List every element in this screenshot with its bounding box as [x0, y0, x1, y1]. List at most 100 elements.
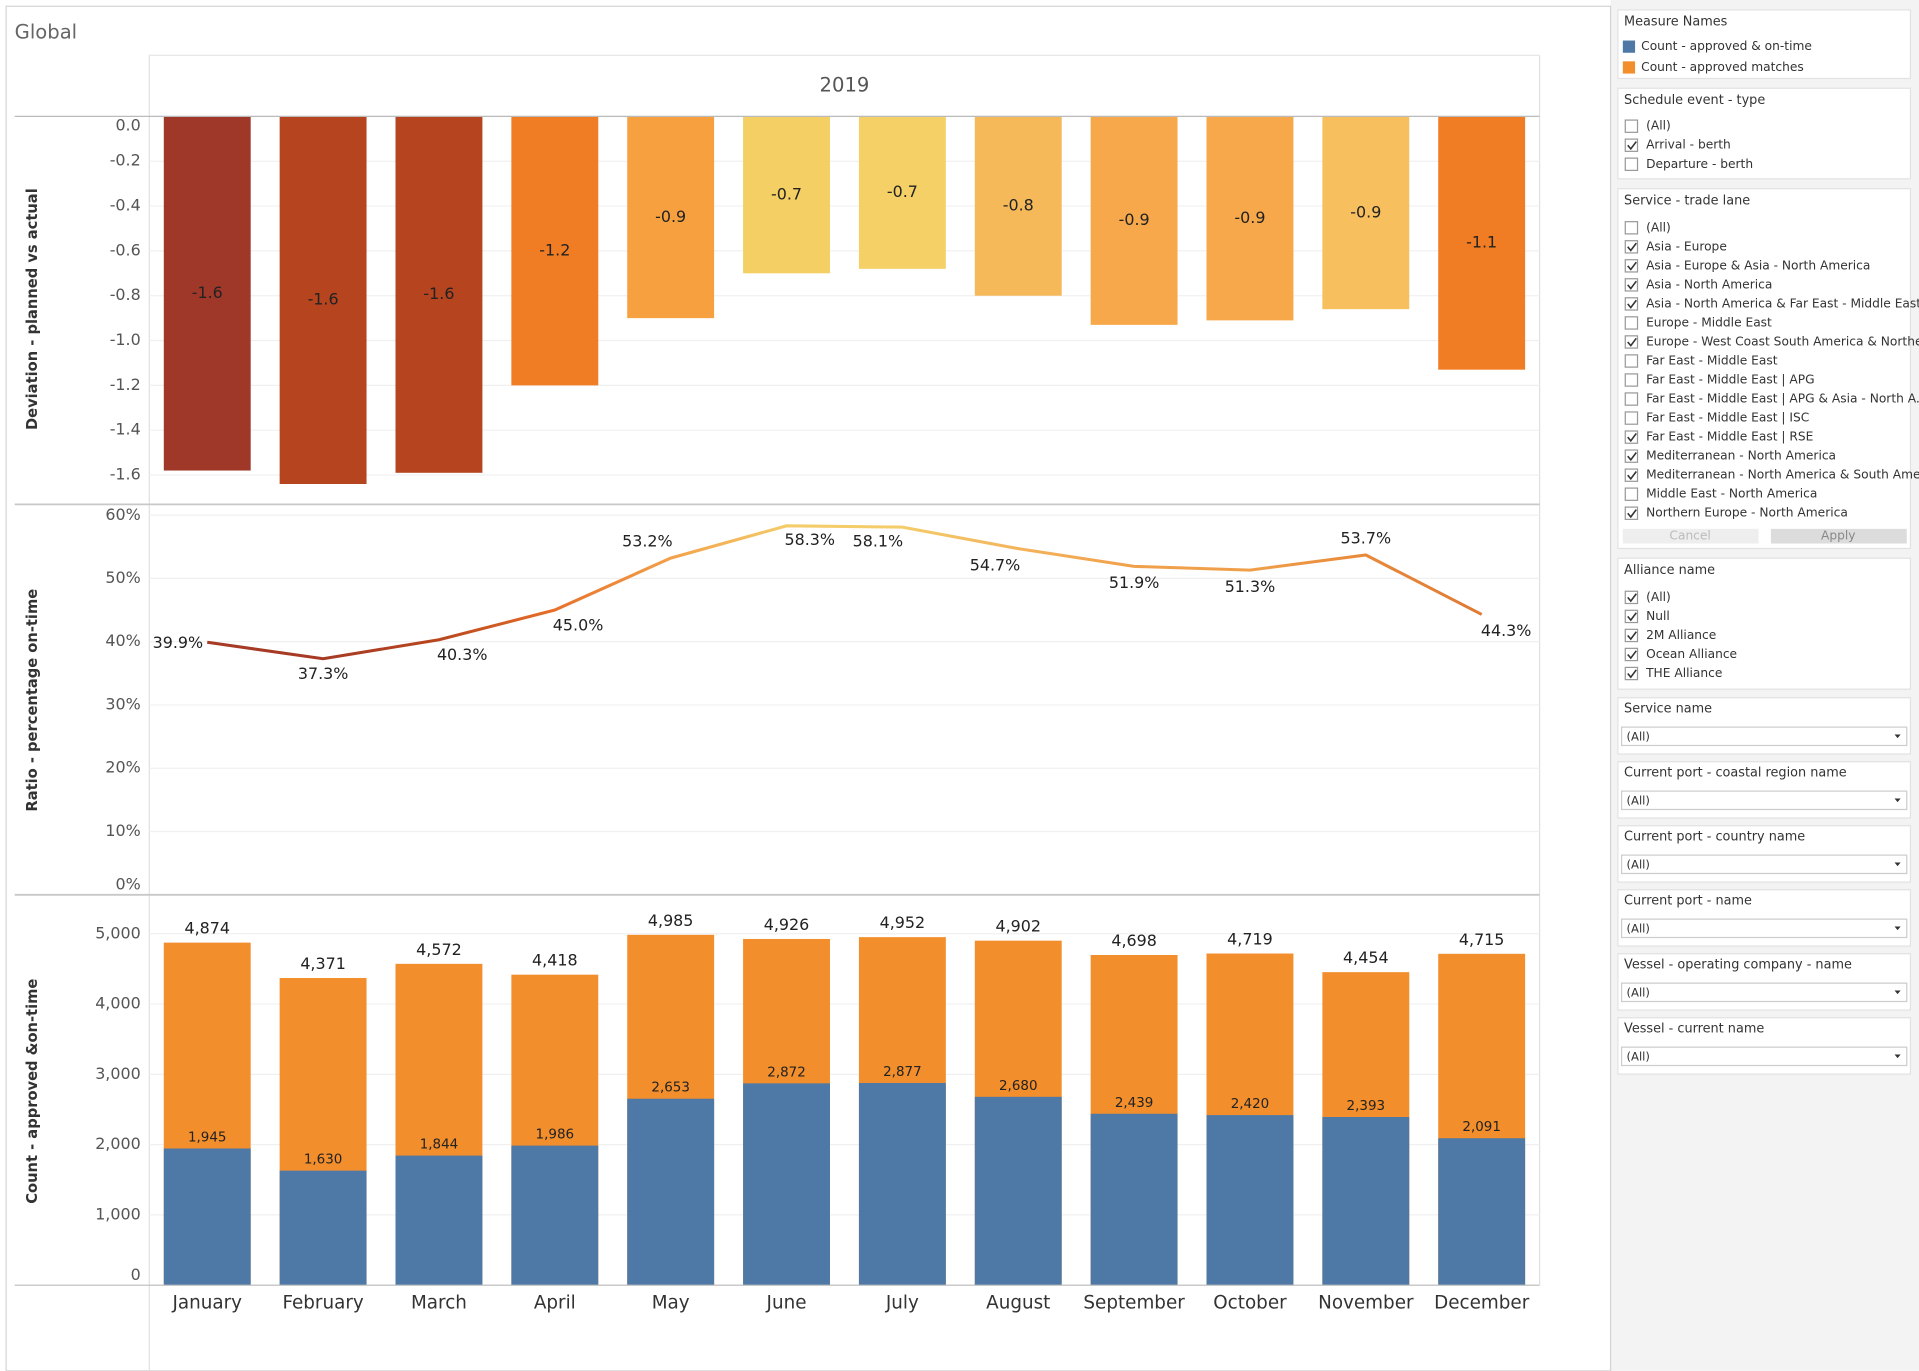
data-label: -0.9 — [655, 207, 686, 226]
bar — [163, 1148, 251, 1286]
checkbox[interactable] — [1624, 373, 1639, 387]
bar — [743, 1083, 830, 1286]
x-tick-label: May — [652, 1293, 690, 1314]
dropdown[interactable] — [1620, 726, 1908, 747]
y-tick-label: -1.2 — [110, 375, 141, 394]
filter-title: Measure Names — [1624, 15, 1728, 30]
checkbox[interactable] — [1624, 138, 1639, 152]
checkmark — [1627, 452, 1637, 462]
checkbox-label: Europe - West Coast South America & Nort… — [1646, 334, 1919, 348]
y-tick-label: 20% — [105, 758, 140, 777]
legend-swatch — [1622, 61, 1636, 74]
checkbox[interactable] — [1624, 278, 1639, 292]
checkbox[interactable] — [1624, 609, 1639, 624]
data-label: 4,719 — [1227, 930, 1273, 949]
data-label: 45.0% — [553, 615, 604, 634]
dropdown[interactable] — [1620, 982, 1908, 1003]
bar — [1322, 1117, 1410, 1286]
data-label: -1.2 — [539, 240, 570, 259]
bar — [974, 116, 1062, 296]
x-tick-label: April — [534, 1293, 576, 1314]
dropdown[interactable] — [1620, 854, 1908, 875]
data-label: -0.9 — [1119, 210, 1150, 229]
checkbox[interactable] — [1624, 335, 1639, 349]
checkbox[interactable] — [1624, 647, 1639, 662]
button-label: Apply — [1821, 529, 1856, 543]
checkbox[interactable] — [1624, 666, 1639, 681]
filter-card — [1617, 9, 1912, 80]
dropdown-value: (All) — [1626, 857, 1649, 871]
x-tick-label: December — [1434, 1293, 1530, 1314]
x-tick-label: February — [282, 1293, 363, 1314]
checkbox-label: Mediterranean - North America & South Am… — [1646, 468, 1919, 482]
checkbox[interactable] — [1624, 506, 1639, 520]
checkbox-label: (All) — [1646, 590, 1671, 604]
dropdown[interactable] — [1620, 790, 1908, 811]
y-tick-label: -0.2 — [110, 151, 141, 170]
button-label: Cancel — [1669, 529, 1710, 543]
dropdown-arrow — [1894, 798, 1901, 803]
dropdown[interactable] — [1620, 1046, 1908, 1067]
dropdown[interactable] — [1620, 918, 1908, 939]
bar — [1090, 116, 1178, 325]
checkbox[interactable] — [1624, 240, 1639, 254]
checkbox[interactable] — [1624, 354, 1639, 368]
checkbox-label: Arrival - berth — [1646, 138, 1731, 152]
data-label: 2,439 — [1115, 1096, 1154, 1111]
filter-title: Vessel - current name — [1624, 1021, 1764, 1036]
y-tick-label: 10% — [105, 821, 140, 840]
checkbox[interactable] — [1624, 449, 1639, 463]
checkbox[interactable] — [1624, 221, 1639, 235]
filter-title: Schedule event - type — [1624, 93, 1765, 108]
y-tick-label: 0% — [116, 874, 141, 893]
checkbox[interactable] — [1624, 628, 1639, 643]
bar — [1206, 1115, 1294, 1286]
legend-swatch — [1622, 40, 1636, 53]
x-tick-label: June — [766, 1293, 807, 1314]
checkbox-label: (All) — [1646, 220, 1671, 234]
data-label: -0.9 — [1350, 202, 1381, 221]
y-axis-title: Count - approved &on-time — [24, 979, 41, 1204]
checkbox[interactable] — [1624, 119, 1639, 133]
data-label: -0.8 — [1003, 196, 1034, 215]
checkbox[interactable] — [1624, 297, 1639, 311]
checkbox[interactable] — [1624, 430, 1639, 444]
dashboard-title: Global — [15, 21, 77, 44]
data-label: 2,872 — [767, 1065, 806, 1080]
checkbox-label: Far East - Middle East | APG & Asia - No… — [1646, 392, 1919, 406]
dropdown-value: (All) — [1626, 793, 1649, 807]
data-label: 4,698 — [1111, 931, 1157, 950]
checkbox[interactable] — [1624, 411, 1639, 425]
checkbox[interactable] — [1624, 590, 1639, 605]
checkbox-label: Asia - Europe & Asia - North America — [1646, 258, 1870, 272]
checkbox[interactable] — [1624, 157, 1639, 171]
checkbox-label: Far East - Middle East — [1646, 353, 1778, 367]
checkbox[interactable] — [1624, 316, 1639, 330]
dropdown-arrow — [1894, 990, 1901, 995]
button[interactable] — [1622, 528, 1759, 544]
data-label: 44.3% — [1481, 621, 1532, 640]
data-label: 2,420 — [1231, 1097, 1270, 1112]
checkbox[interactable] — [1624, 259, 1639, 273]
data-label: -1.6 — [308, 290, 339, 309]
y-tick-label: 0.0 — [115, 116, 140, 135]
data-label: 53.7% — [1341, 529, 1392, 548]
data-label: 54.7% — [970, 555, 1021, 574]
checkbox-label: Middle East - North America — [1646, 487, 1817, 501]
checkbox-label: Far East - Middle East | RSE — [1646, 430, 1813, 444]
checkbox[interactable] — [1624, 392, 1639, 406]
checkmark — [1627, 593, 1637, 603]
filter-title: Current port - name — [1624, 893, 1752, 908]
data-label: 2,091 — [1462, 1120, 1501, 1135]
checkmark — [1627, 509, 1637, 519]
bar — [1438, 1138, 1526, 1286]
button[interactable] — [1770, 528, 1907, 544]
checkbox-label: Ocean Alliance — [1646, 647, 1737, 661]
checkbox[interactable] — [1624, 468, 1639, 482]
filter-title: Service - trade lane — [1624, 193, 1750, 208]
checkbox[interactable] — [1624, 487, 1639, 501]
bar — [858, 116, 946, 269]
filter-card — [1617, 188, 1912, 550]
data-label: 4,418 — [532, 951, 578, 970]
checkmark — [1627, 432, 1637, 443]
